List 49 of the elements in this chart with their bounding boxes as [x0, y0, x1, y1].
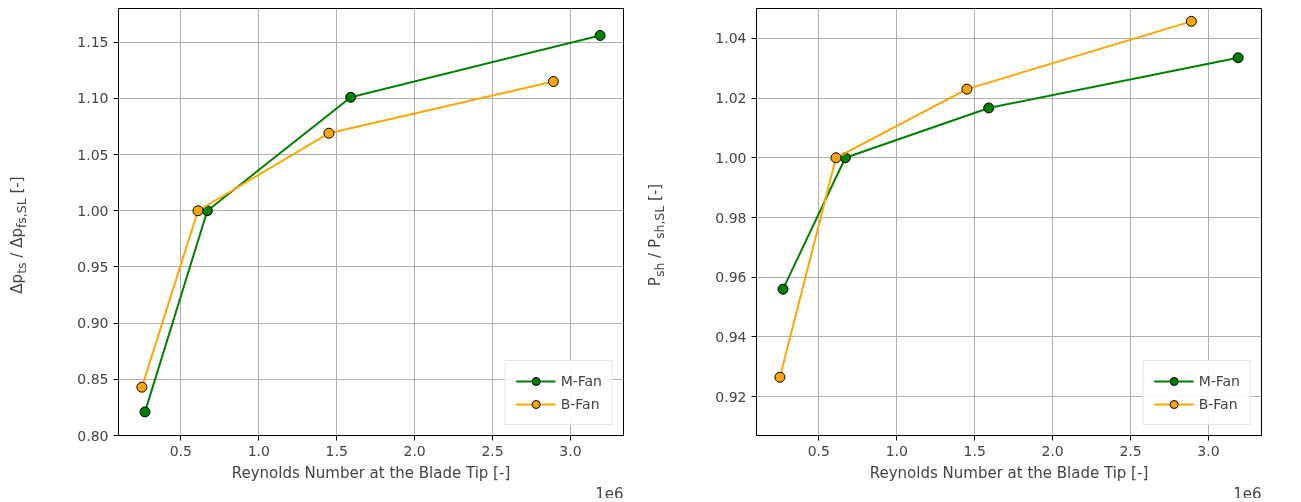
y-tick-label: 1.00	[77, 202, 109, 219]
point	[139, 406, 151, 418]
x-tick-label: 1.5	[963, 442, 986, 459]
point	[136, 381, 148, 393]
point	[345, 91, 357, 103]
x-tick-label: 1.5	[325, 442, 348, 459]
y-tick-label: 1.05	[77, 146, 109, 163]
point	[1232, 52, 1244, 64]
y-tick-label: 0.96	[715, 269, 747, 286]
y-tick-label: 1.10	[77, 90, 109, 107]
y-tick-label: 1.00	[715, 149, 747, 166]
y-tick-label: 0.85	[77, 371, 109, 388]
y-tick-label: 0.92	[715, 388, 747, 405]
y-tick-label: 0.95	[77, 258, 109, 275]
y-tick-label: 0.98	[715, 209, 747, 226]
x-tick-label: 1.0	[885, 442, 908, 459]
legend-label: M-Fan	[1198, 373, 1240, 389]
x-tick-label: 1.0	[247, 442, 270, 459]
legend-label: B-Fan	[560, 396, 600, 412]
y-tick-label: 0.80	[77, 427, 109, 444]
x-tick-label: 2.0	[1041, 442, 1064, 459]
text: 1e6	[595, 484, 624, 502]
x-tick-label: 0.5	[807, 442, 830, 459]
x-tick-label: 0.5	[169, 442, 192, 459]
point	[323, 127, 335, 139]
point	[774, 371, 786, 383]
y-tick-label: 0.90	[77, 315, 109, 332]
y-tick-label: 1.02	[715, 90, 747, 107]
point	[983, 102, 995, 114]
x-tick-label: 3.0	[559, 442, 582, 459]
point	[547, 76, 559, 88]
x-axis-title: Reynolds Number at the Blade Tip [-]	[231, 463, 511, 482]
point	[961, 83, 973, 95]
text: 1e6	[1233, 484, 1262, 502]
point	[830, 152, 842, 164]
legend-label: B-Fan	[1198, 396, 1238, 412]
y-tick-label: 0.94	[715, 328, 747, 345]
y-tick-label: 1.15	[77, 34, 109, 51]
point	[594, 29, 606, 41]
y-tick-label: 1.04	[715, 30, 747, 47]
x-tick-label: 2.5	[1119, 442, 1142, 459]
x-tick-label: 3.0	[1197, 442, 1220, 459]
x-tick-label: 2.0	[403, 442, 426, 459]
x-tick-label: 2.5	[481, 442, 504, 459]
x-axis-title: Reynolds Number at the Blade Tip [-]	[869, 463, 1149, 482]
legend-label: M-Fan	[560, 373, 602, 389]
point	[1185, 15, 1197, 27]
point	[777, 283, 789, 295]
point	[192, 205, 204, 217]
